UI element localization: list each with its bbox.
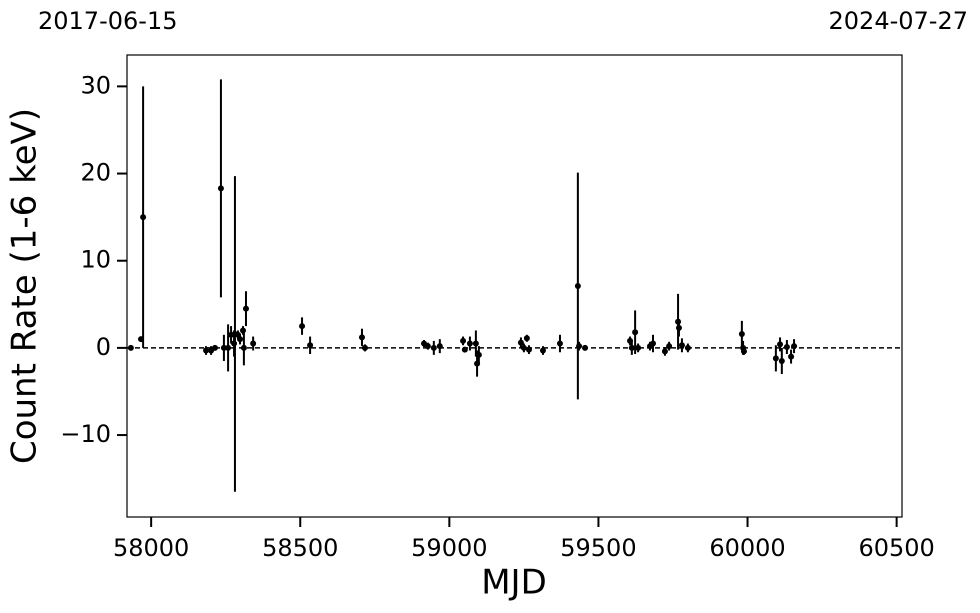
data-point: [140, 214, 147, 221]
x-tick-label: 59000: [411, 534, 487, 562]
y-tick-label: 0: [96, 333, 111, 361]
x-tick-label: 59500: [560, 534, 636, 562]
data-point: [475, 351, 482, 358]
data-point: [582, 344, 589, 351]
data-point: [361, 344, 368, 351]
y-tick-label: −10: [60, 420, 111, 448]
data-point: [740, 348, 747, 355]
y-tick-label: 30: [80, 71, 111, 99]
data-point: [556, 340, 563, 347]
top-date-label: 2024-07-27: [829, 7, 968, 35]
data-point: [240, 344, 247, 351]
data-point: [217, 185, 224, 192]
top-date-label: 2017-06-15: [38, 7, 177, 35]
data-point: [517, 339, 524, 346]
y-tick-label: 10: [80, 246, 111, 274]
data-point: [650, 340, 657, 347]
data-point: [358, 334, 365, 341]
x-tick-label: 58500: [262, 534, 338, 562]
data-point: [783, 344, 790, 351]
data-point: [430, 344, 437, 351]
data-point: [237, 336, 244, 343]
y-tick-label: 20: [80, 159, 111, 187]
data-point: [424, 343, 431, 350]
data-point: [436, 343, 443, 350]
data-point: [523, 335, 530, 342]
data-point: [635, 344, 642, 351]
data-point: [466, 340, 473, 347]
data-point: [242, 305, 249, 312]
data-point: [460, 337, 467, 344]
data-point: [127, 344, 134, 351]
data-point: [791, 343, 798, 350]
data-point: [778, 357, 785, 364]
data-point: [675, 324, 682, 331]
data-point: [772, 355, 779, 362]
data-point: [307, 342, 314, 349]
data-point: [788, 353, 795, 360]
x-tick-label: 60500: [858, 534, 934, 562]
y-axis-label: Count Rate (1-6 keV): [5, 108, 45, 464]
x-axis-label: MJD: [481, 563, 547, 603]
data-point: [576, 343, 583, 350]
data-point: [299, 323, 306, 330]
data-point: [632, 329, 639, 336]
data-point: [250, 340, 257, 347]
data-point: [777, 341, 784, 348]
data-point: [738, 330, 745, 337]
data-point: [220, 344, 227, 351]
data-point: [539, 347, 546, 354]
data-point: [628, 344, 635, 351]
data-point: [461, 346, 468, 353]
data-point: [203, 347, 210, 354]
data-point: [684, 344, 691, 351]
x-tick-label: 60000: [709, 534, 785, 562]
data-point: [472, 340, 479, 347]
x-tick-label: 58000: [113, 534, 189, 562]
plot-frame: [126, 54, 903, 518]
data-point: [525, 346, 532, 353]
data-point: [574, 283, 581, 289]
data-point: [678, 342, 685, 349]
data-point: [661, 348, 668, 355]
data-point: [520, 344, 527, 351]
data-point: [666, 343, 673, 350]
data-point: [211, 344, 218, 351]
data-point: [225, 344, 232, 351]
